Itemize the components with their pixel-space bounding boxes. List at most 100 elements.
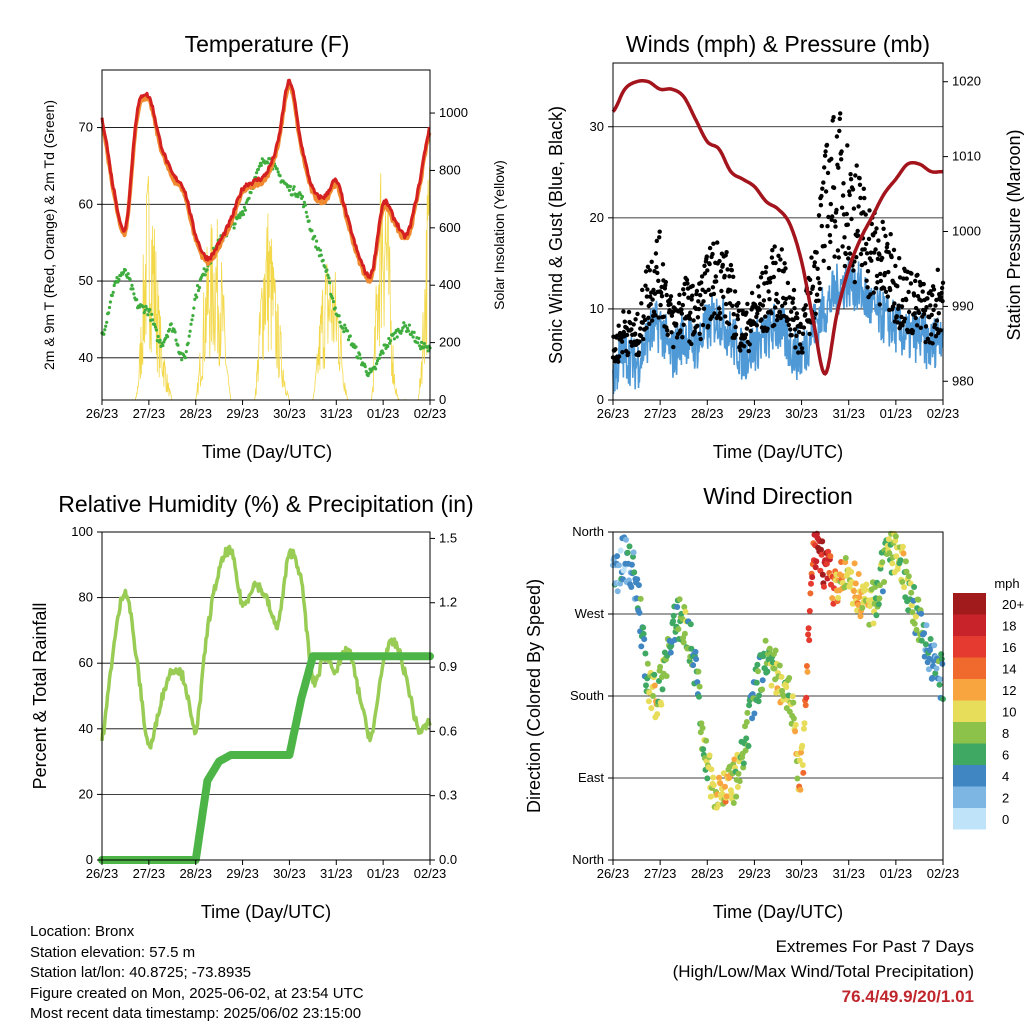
direction-point [756, 692, 763, 699]
direction-point [796, 757, 803, 764]
x-tick-label: 27/23 [644, 406, 677, 421]
dewpoint-point [132, 292, 136, 296]
gust-point [731, 274, 736, 279]
gust-point [868, 250, 874, 255]
gust-point [698, 336, 703, 342]
gust-point [658, 302, 663, 308]
dewpoint-point [407, 323, 411, 327]
gust-point [774, 317, 780, 323]
dewpoint-point [256, 167, 261, 171]
gust-point [854, 163, 859, 168]
dewpoint-point [400, 329, 404, 333]
direction-point [703, 737, 710, 744]
colorbar-swatch [953, 614, 986, 636]
gust-point [661, 314, 667, 319]
dewpoint-point [278, 174, 282, 178]
direction-point [800, 769, 807, 776]
direction-point [717, 780, 724, 787]
gust-point [913, 305, 919, 311]
gust-point [800, 331, 806, 336]
gust-point [924, 305, 929, 310]
gust-point [674, 321, 679, 327]
gust-point [710, 251, 715, 257]
gust-point [711, 241, 716, 246]
gust-point [888, 232, 893, 237]
gust-point [868, 292, 873, 297]
direction-point [659, 686, 666, 693]
gust-point [692, 329, 697, 334]
direction-point [818, 551, 825, 558]
gust-point [852, 279, 857, 285]
y-tick-label: 30 [590, 119, 604, 134]
winds-title: Winds (mph) & Pressure (mb) [626, 31, 930, 57]
gust-point [748, 328, 753, 334]
figure-created: Figure created on Mon, 2025-06-02, at 23… [30, 984, 364, 1002]
direction-point [879, 559, 886, 566]
dewpoint-point [359, 356, 363, 360]
gust-point [861, 186, 866, 191]
gust-point [893, 263, 898, 269]
gust-point [766, 289, 771, 294]
dewpoint-point [166, 335, 170, 339]
gust-point [783, 296, 789, 302]
gust-point [640, 287, 645, 293]
winds-panel: Winds (mph) & Pressure (mb) 26/23 27/23 28… [546, 31, 1024, 462]
dewpoint-point [402, 321, 406, 325]
direction-point [885, 536, 892, 543]
gust-point [821, 180, 826, 185]
gust-point [825, 224, 830, 229]
gust-point [836, 165, 841, 170]
gust-point [845, 222, 850, 227]
gust-point [641, 336, 646, 342]
y2-tick-label: 600 [439, 220, 461, 235]
gust-point [900, 323, 905, 328]
gust-point [814, 292, 820, 297]
gust-point [807, 331, 812, 337]
gust-point [698, 293, 703, 298]
direction-point [789, 693, 796, 700]
direction-point [723, 793, 730, 800]
gust-point [848, 172, 853, 177]
direction-point [766, 645, 773, 652]
direction-point [631, 569, 638, 576]
gust-point [709, 314, 715, 319]
dewpoint-point [342, 330, 346, 334]
gust-point [757, 307, 762, 312]
dewpoint-point [142, 311, 146, 315]
gust-point [895, 284, 900, 289]
dewpoint-point [111, 290, 115, 294]
direction-point [803, 663, 810, 669]
gust-point [696, 306, 701, 312]
gust-point [814, 250, 819, 255]
gust-point [772, 322, 777, 328]
gust-point [738, 348, 743, 353]
gust-point [771, 274, 776, 280]
gust-point [834, 134, 840, 139]
dewpoint-point [169, 322, 173, 326]
gust-point [862, 195, 867, 201]
dewpoint-point [420, 340, 424, 344]
gust-point [792, 327, 798, 332]
dewpoint-point [173, 330, 177, 334]
dewpoint-point [153, 325, 157, 329]
dewpoint-point [405, 326, 410, 330]
gust-point [792, 306, 797, 311]
x-tick-label: 01/23 [880, 406, 913, 421]
gust-point [847, 192, 852, 198]
gust-point [846, 256, 851, 261]
gust-point [622, 319, 627, 324]
gust-point [896, 303, 901, 308]
gust-point [707, 245, 713, 251]
gust-point [754, 323, 759, 328]
dewpoint-point [191, 314, 195, 318]
direction-ylabel-left: Direction (Colored By Speed) [524, 579, 544, 813]
gust-point [864, 241, 869, 247]
gust-point [651, 287, 656, 293]
gust-point [633, 317, 638, 322]
gust-point [864, 251, 870, 256]
gust-point [736, 308, 742, 313]
gust-point [786, 317, 791, 322]
y2-tick-label: 0.6 [439, 723, 457, 738]
y2-tick-label: 0 [439, 392, 446, 407]
direction-point [674, 604, 681, 610]
